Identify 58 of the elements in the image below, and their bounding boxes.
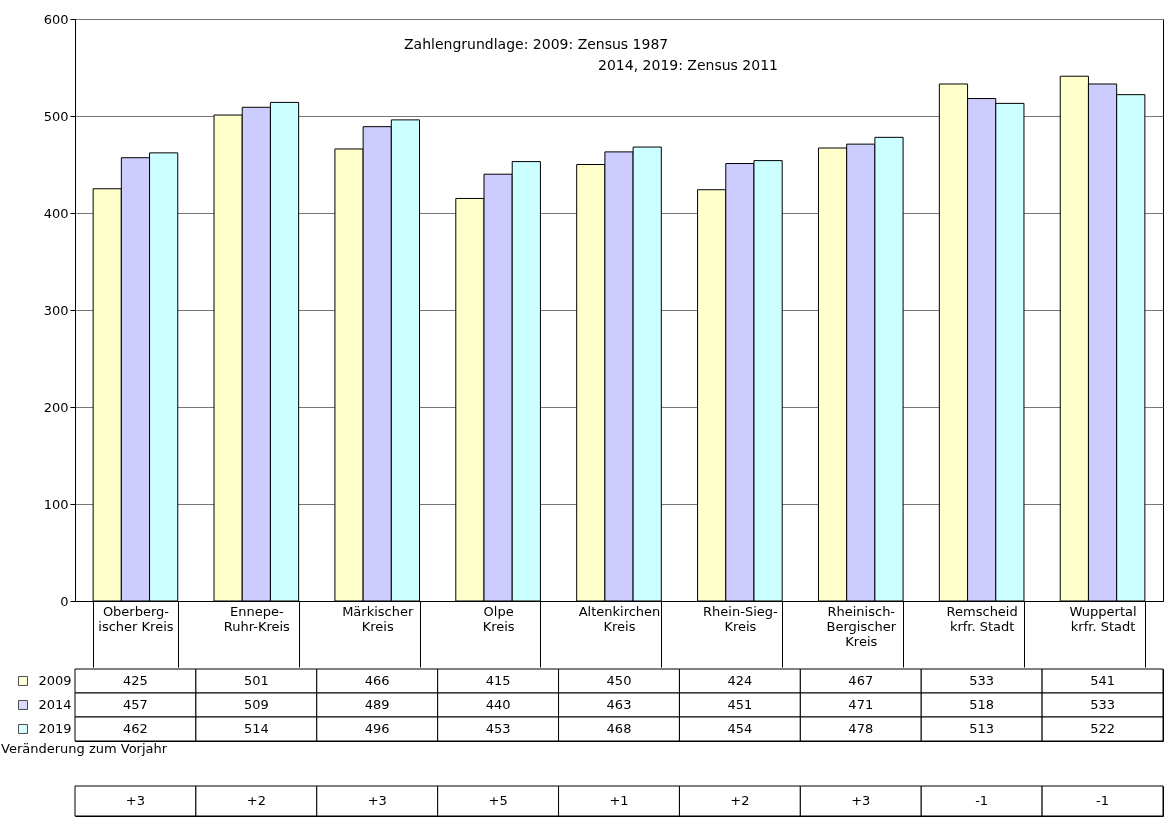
data-label: 440 bbox=[485, 697, 511, 712]
annotation: Zahlengrundlage: 2009: Zensus 1987 bbox=[404, 36, 669, 52]
text: +5 bbox=[488, 793, 508, 808]
y-tick-label: 200 bbox=[43, 399, 69, 415]
annotation: 2014, 2019: Zensus 2011 bbox=[598, 57, 778, 73]
text: +3 bbox=[367, 793, 387, 808]
legend-label: 2009 bbox=[38, 673, 72, 688]
data-label: 451 bbox=[727, 697, 753, 712]
legend-label: 2014 bbox=[38, 697, 72, 712]
text: Veränderung zum Vorjahr bbox=[1, 740, 168, 756]
x-tick-label: Rheinisch- Bergischer Kreis bbox=[826, 603, 897, 649]
y-tick-label: 500 bbox=[43, 108, 69, 124]
x-tick-label: Rhein-Sieg- Kreis bbox=[703, 603, 778, 634]
data-label: 462 bbox=[123, 721, 148, 736]
data-label: 471 bbox=[848, 697, 874, 712]
data-label: 522 bbox=[1090, 721, 1115, 736]
x-tick-label: Märkischer Kreis bbox=[342, 603, 414, 634]
text: +1 bbox=[609, 793, 629, 808]
data-label: 468 bbox=[606, 721, 632, 736]
data-label: 466 bbox=[364, 673, 390, 688]
x-tick-label: Altenkirchen Kreis bbox=[578, 603, 661, 634]
data-label: 541 bbox=[1090, 673, 1115, 688]
x-tick-label: Oberberg- ischer Kreis bbox=[98, 603, 174, 634]
y-tick-label: 300 bbox=[43, 302, 69, 318]
x-tick-label: Olpe Kreis bbox=[482, 603, 515, 634]
x-tick-label: Remscheid krfr. Stadt bbox=[946, 603, 1018, 634]
data-label: 457 bbox=[123, 697, 148, 712]
text: +3 bbox=[125, 793, 146, 808]
y-tick-label: 600 bbox=[43, 11, 69, 27]
x-tick-label: Wuppertal krfr. Stadt bbox=[1069, 603, 1137, 634]
data-label: 450 bbox=[606, 673, 632, 688]
data-label: 509 bbox=[243, 697, 269, 712]
data-label: 415 bbox=[485, 673, 511, 688]
data-label: 425 bbox=[123, 673, 148, 688]
x-tick-label: Ennepe- Ruhr-Kreis bbox=[223, 603, 291, 634]
data-label: 518 bbox=[969, 697, 995, 712]
text: +2 bbox=[246, 793, 266, 808]
data-label: 533 bbox=[1090, 697, 1115, 712]
data-label: 513 bbox=[969, 721, 995, 736]
data-label: 501 bbox=[243, 673, 269, 688]
data-label: 424 bbox=[727, 673, 753, 688]
text: -1 bbox=[975, 793, 989, 808]
data-label: 514 bbox=[243, 721, 269, 736]
text: +3 bbox=[851, 793, 871, 808]
legend-label: 2019 bbox=[38, 721, 72, 736]
data-label: 496 bbox=[364, 721, 390, 736]
data-label: 467 bbox=[848, 673, 874, 688]
y-tick-label: 0 bbox=[60, 593, 69, 609]
data-label: 533 bbox=[969, 673, 995, 688]
data-label: 454 bbox=[727, 721, 753, 736]
y-tick-label: 100 bbox=[43, 496, 69, 512]
data-label: 453 bbox=[485, 721, 511, 736]
text: +2 bbox=[730, 793, 750, 808]
y-tick-label: 400 bbox=[43, 205, 69, 221]
data-label: 489 bbox=[364, 697, 390, 712]
data-label: 478 bbox=[848, 721, 874, 736]
data-label: 463 bbox=[606, 697, 632, 712]
text: -1 bbox=[1096, 793, 1110, 808]
